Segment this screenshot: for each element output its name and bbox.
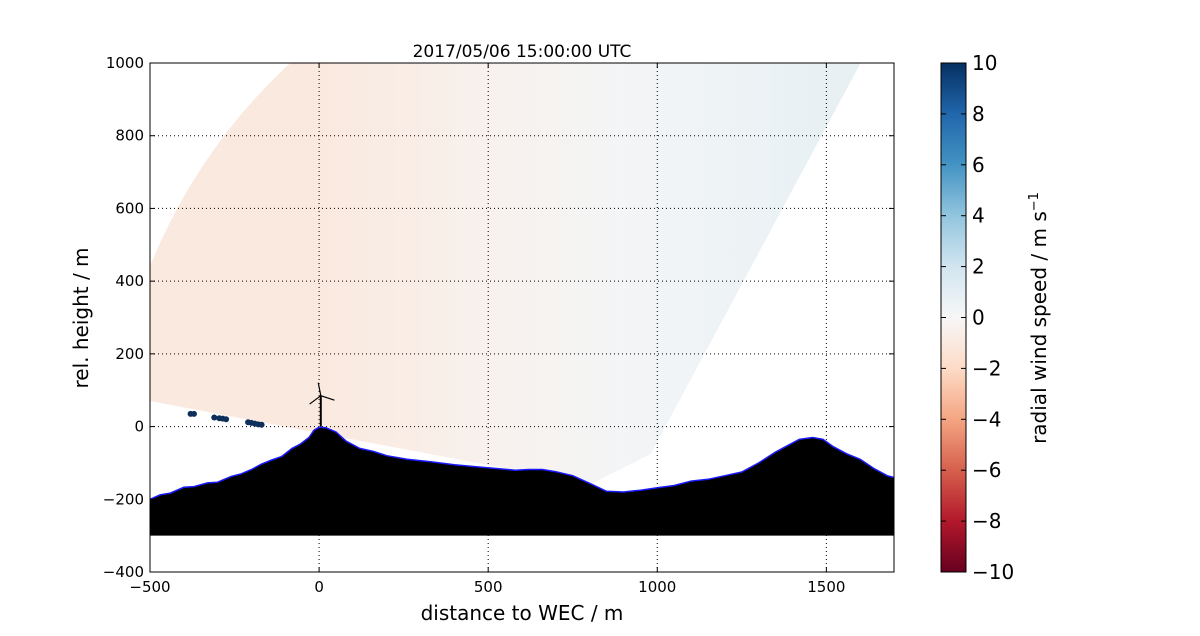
x-tick-label: 500 bbox=[474, 578, 503, 596]
x-tick-label: −500 bbox=[129, 578, 170, 596]
x-tick-label: 1500 bbox=[807, 578, 845, 596]
colorbar-ticks: −10 −8 −6 −4 −2 0 2 4 6 8 10 bbox=[941, 51, 1014, 584]
y-tick-label: 0 bbox=[134, 418, 144, 436]
colorbar-tick-label: 6 bbox=[972, 153, 985, 177]
x-axis-title: distance to WEC / m bbox=[421, 601, 624, 625]
colorbar-tick-label: 0 bbox=[972, 306, 985, 330]
colorbar-tick-label: 8 bbox=[972, 102, 985, 126]
x-tick-label: 0 bbox=[314, 578, 324, 596]
colorbar-tick-label: −10 bbox=[972, 560, 1014, 584]
y-tick-label: 1000 bbox=[106, 54, 144, 72]
turbine-blade bbox=[320, 395, 335, 401]
chart-title: 2017/05/06 15:00:00 UTC bbox=[413, 42, 632, 62]
data-point bbox=[190, 410, 197, 417]
turbine-icon bbox=[309, 382, 335, 427]
y-tick-label: 200 bbox=[115, 345, 144, 363]
turbine-blade bbox=[309, 395, 322, 405]
colorbar-tick-label: 2 bbox=[972, 255, 985, 279]
data-point bbox=[211, 414, 218, 421]
colorbar-tick-label: 10 bbox=[972, 51, 997, 75]
terrain-outline bbox=[150, 426, 894, 500]
plot-area: −500 0 500 1000 1500 −400 −200 0 200 400 600 800 10… bbox=[103, 54, 895, 596]
colorbar-tick-label: −6 bbox=[972, 458, 1001, 482]
colorbar-title-text: radial wind speed / m s bbox=[1027, 211, 1051, 444]
colorbar-tick-label: −2 bbox=[972, 356, 1001, 380]
colorbar-tick-label: 4 bbox=[972, 204, 985, 228]
y-tick-label: −200 bbox=[103, 490, 144, 508]
x-tick-label: 1000 bbox=[638, 578, 676, 596]
y-tick-label: 400 bbox=[115, 272, 144, 290]
colorbar-title-exponent: −1 bbox=[1027, 192, 1042, 211]
colorbar-title: radial wind speed / m s−1 bbox=[1027, 192, 1051, 444]
y-axis-title: rel. height / m bbox=[69, 247, 93, 388]
y-tick-label: 600 bbox=[115, 199, 144, 217]
y-tick-label: −400 bbox=[103, 563, 144, 581]
terrain-fill bbox=[150, 427, 894, 536]
turbine-blade bbox=[317, 382, 322, 396]
colorbar-tick-label: −8 bbox=[972, 509, 1001, 533]
y-tick-label: 800 bbox=[115, 127, 144, 145]
data-point bbox=[258, 421, 265, 428]
terrain bbox=[150, 426, 894, 536]
plot-frame bbox=[149, 62, 895, 573]
dots-layer bbox=[187, 410, 265, 428]
data-point bbox=[223, 416, 230, 423]
colorbar: −10 −8 −6 −4 −2 0 2 4 6 8 10 radial wind speed / m… bbox=[940, 51, 1051, 584]
colorbar-tick-label: −4 bbox=[972, 407, 1001, 431]
x-axis: −500 0 500 1000 1500 bbox=[129, 63, 845, 596]
y-axis: −400 −200 0 200 400 600 800 1000 bbox=[103, 54, 894, 581]
